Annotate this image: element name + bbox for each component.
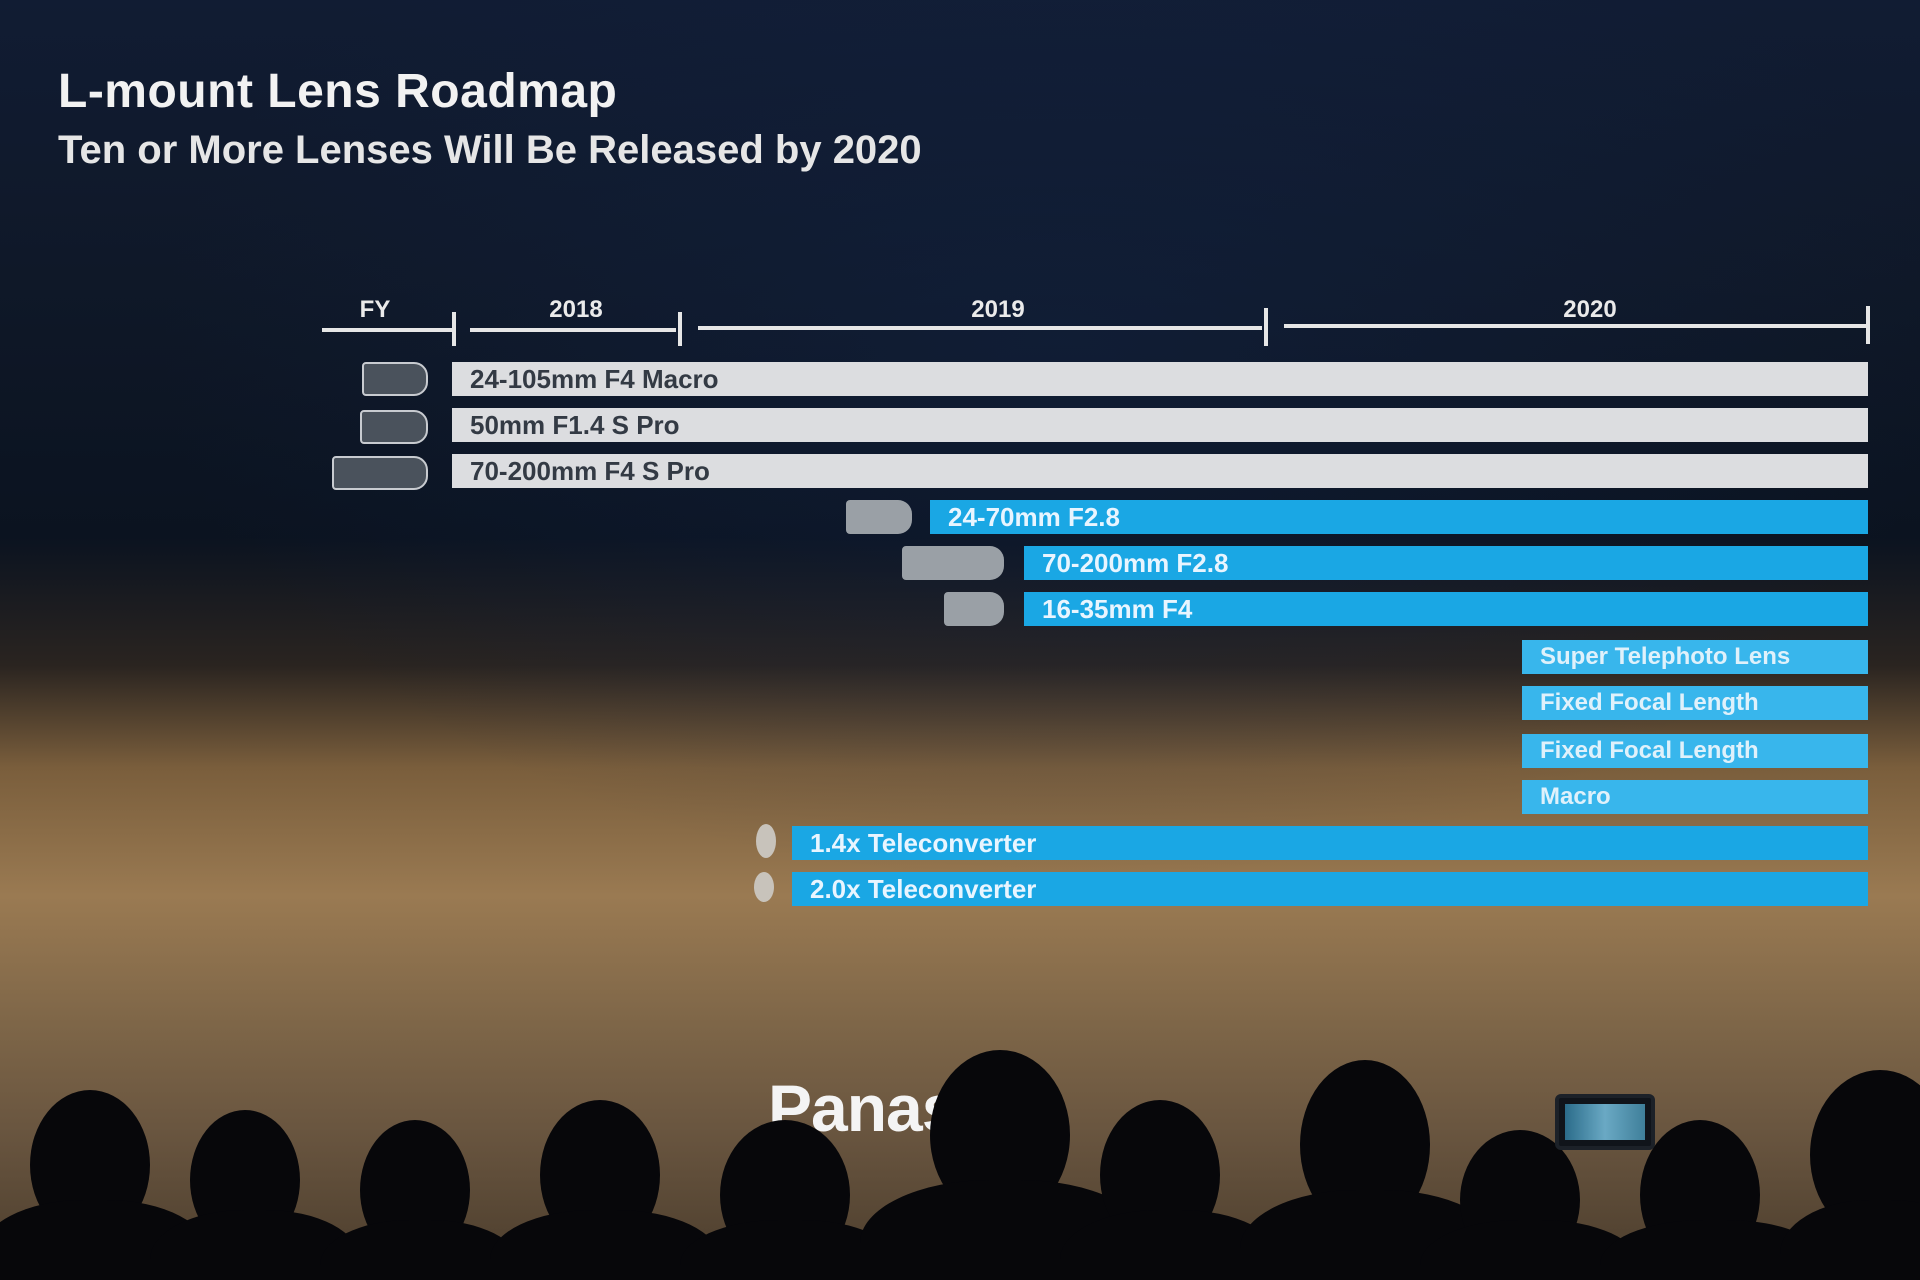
- lens-bar: Macro: [1522, 780, 1868, 814]
- lens-icon: [332, 456, 428, 490]
- lens-silhouette-icon: [944, 592, 1004, 626]
- projection-screen: [0, 0, 1920, 980]
- slide-subtitle: Ten or More Lenses Will Be Released by 2…: [58, 128, 922, 172]
- teleconverter-icon: [756, 824, 776, 858]
- lens-bar: 24-70mm F2.8: [930, 500, 1868, 534]
- audience-shoulders: [1780, 1200, 1920, 1280]
- teleconverter-icon: [754, 872, 774, 902]
- lens-bar: 50mm F1.4 S Pro: [452, 408, 1868, 442]
- lens-bar: Super Telephoto Lens: [1522, 640, 1868, 674]
- slide-title: L-mount Lens Roadmap: [58, 65, 618, 118]
- timeline-header: FY 2018 2019 2020: [0, 0, 1920, 400]
- year-label-2019: 2019: [971, 296, 1025, 323]
- fy-label: FY: [359, 296, 391, 323]
- year-label-2018: 2018: [549, 296, 603, 323]
- lens-silhouette-icon: [902, 546, 1004, 580]
- lens-icon: [362, 362, 428, 396]
- lens-silhouette-icon: [846, 500, 912, 534]
- lens-bar: 70-200mm F2.8: [1024, 546, 1868, 580]
- phone-screen: [1565, 1104, 1645, 1140]
- audience-shoulders: [320, 1220, 520, 1280]
- roadmap-rows: 24-105mm F4 Macro 50mm F1.4 S Pro 70-200…: [332, 362, 1868, 906]
- lens-bar: 2.0x Teleconverter: [792, 872, 1868, 906]
- lens-bar: Fixed Focal Length: [1522, 686, 1868, 720]
- audience-silhouettes: [0, 1030, 1920, 1280]
- lens-bar: 70-200mm F4 S Pro: [452, 454, 1868, 488]
- lens-bar: 24-105mm F4 Macro: [452, 362, 1868, 396]
- lens-bar: 1.4x Teleconverter: [792, 826, 1868, 860]
- lens-icon: [360, 410, 428, 444]
- lens-bar: 16-35mm F4: [1024, 592, 1868, 626]
- year-label-2020: 2020: [1563, 296, 1617, 323]
- lens-bar: Fixed Focal Length: [1522, 734, 1868, 768]
- timeline-axis: [322, 306, 1870, 346]
- phone-in-hand: [1555, 1094, 1655, 1150]
